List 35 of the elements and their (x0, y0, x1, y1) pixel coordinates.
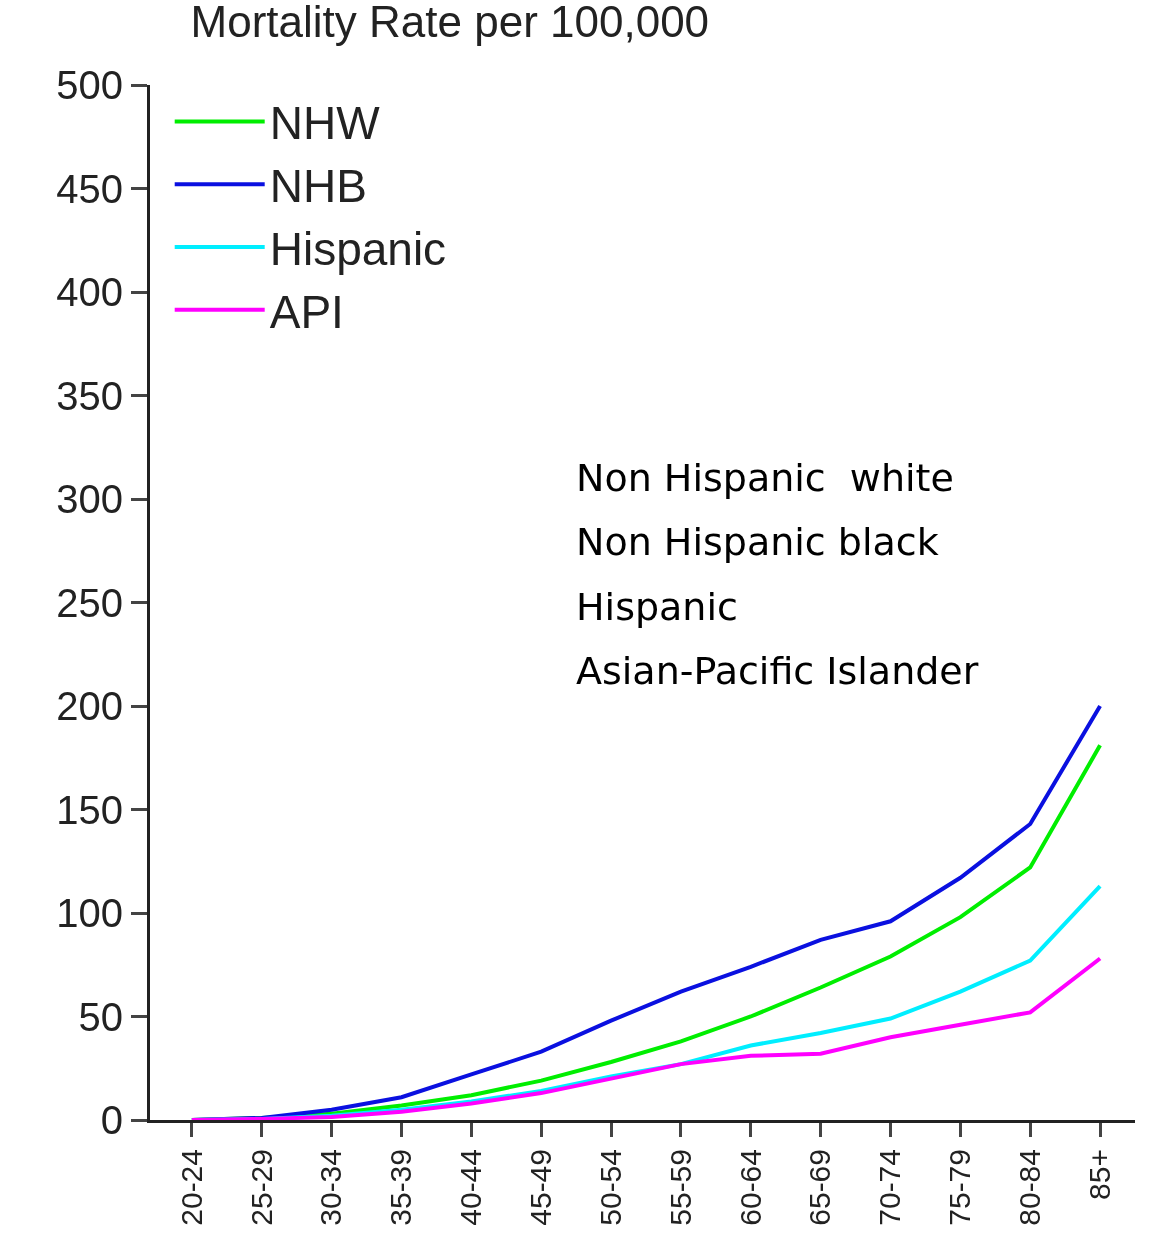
legend-label: NHB (269, 160, 367, 213)
legend-label: NHW (269, 97, 381, 150)
x-tick-label: 20-24 (174, 1149, 208, 1226)
x-tick-label: 45-49 (523, 1149, 557, 1226)
y-tick-label: 100 (56, 891, 123, 935)
x-tick-label: 30-34 (314, 1149, 348, 1226)
x-tick-label: 55-59 (663, 1149, 697, 1226)
annotation: Non Hispanic black (576, 520, 939, 564)
y-tick-label: 300 (56, 477, 123, 521)
y-tick-label: 150 (56, 787, 123, 832)
y-tick-label: 250 (56, 580, 123, 625)
y-tick-label: 500 (56, 63, 123, 107)
chart-title: Mortality Rate per 100,000 (190, 0, 710, 47)
x-tick-label: 75-79 (943, 1149, 977, 1226)
annotation: Asian-Pacific Islander (576, 649, 979, 693)
line-series (189, 956, 1103, 1120)
y-tick-label: 350 (56, 373, 123, 418)
x-tick-label: 65-69 (803, 1149, 837, 1226)
annotation: Non Hispanic white (576, 456, 954, 500)
annotation: Hispanic (576, 585, 738, 629)
y-tick-label: 200 (56, 684, 123, 728)
x-tick-label: 40-44 (454, 1149, 488, 1226)
x-tick-label: 25-29 (244, 1149, 278, 1226)
y-tick-label: 50 (78, 994, 123, 1039)
x-tick-label: 85+ (1082, 1149, 1116, 1200)
x-tick-label: 60-64 (733, 1149, 767, 1226)
y-tick-label: 400 (56, 270, 123, 314)
x-tick-label: 70-74 (873, 1149, 907, 1226)
legend-label: Hispanic (269, 222, 447, 275)
y-tick-label: 450 (56, 166, 123, 211)
legend-label: API (269, 285, 344, 338)
x-tick-label: 80-84 (1012, 1149, 1046, 1226)
x-tick-label: 50-54 (593, 1149, 627, 1226)
y-tick-label: 0 (100, 1098, 123, 1142)
x-tick-label: 35-39 (384, 1149, 418, 1226)
